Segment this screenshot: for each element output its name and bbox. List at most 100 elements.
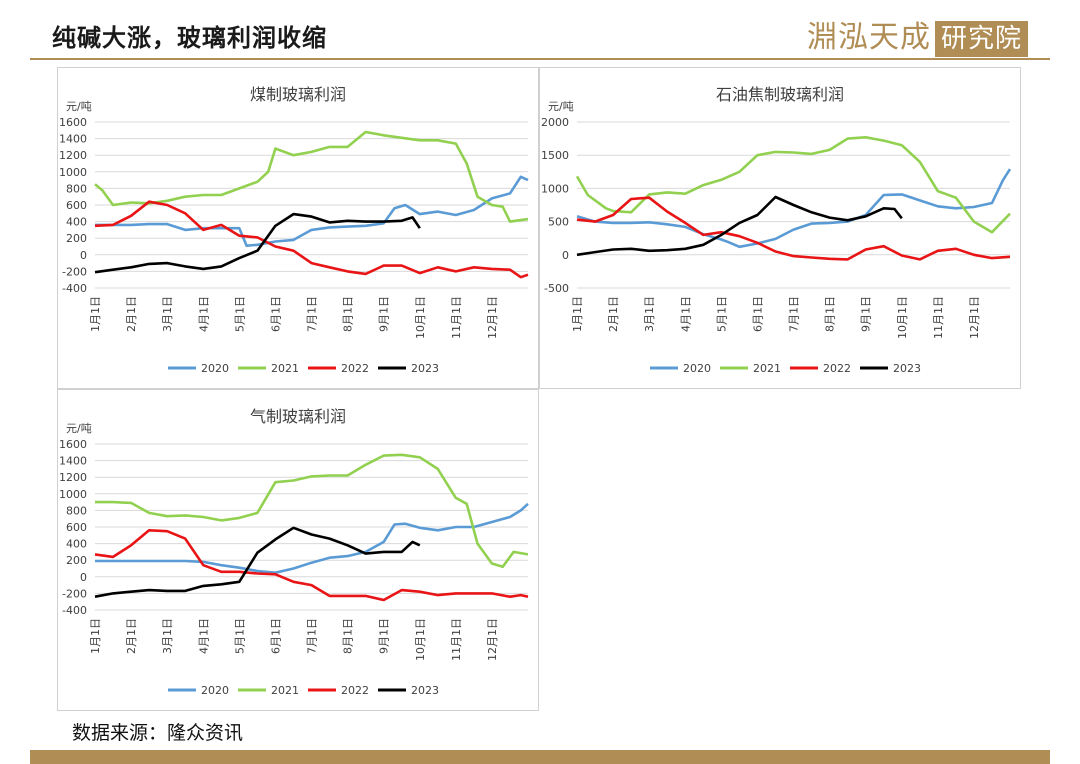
series-line-2023 xyxy=(94,526,421,598)
x-tick-label: 12月1日 xyxy=(486,618,499,661)
x-tick-label: 7月1日 xyxy=(788,296,801,332)
x-tick-label: 8月1日 xyxy=(342,618,355,654)
x-tick-label: 11月1日 xyxy=(450,618,463,661)
y-tick-label: 0 xyxy=(80,571,87,584)
logo-boxed-text: 研究院 xyxy=(934,21,1028,57)
y-tick-label: 2000 xyxy=(541,116,569,129)
x-tick-label: 3月1日 xyxy=(161,618,174,654)
x-tick-label: 8月1日 xyxy=(824,296,837,332)
series-line-2020 xyxy=(95,175,529,247)
chart-title: 气制玻璃利润 xyxy=(250,407,346,426)
y-tick-label: -400 xyxy=(62,604,87,617)
x-tick-label: 3月1日 xyxy=(161,296,174,332)
legend-label-2020: 2020 xyxy=(683,362,711,375)
data-source: 数据来源：隆众资讯 xyxy=(72,722,244,744)
x-tick-label: 5月1日 xyxy=(715,296,728,332)
y-tick-label: 0 xyxy=(562,249,569,262)
series-line-2022 xyxy=(94,529,529,602)
y-tick-label: 400 xyxy=(66,216,87,229)
chart-title: 石油焦制玻璃利润 xyxy=(716,85,844,104)
y-tick-label: 1600 xyxy=(59,116,87,129)
x-tick-label: 2月1日 xyxy=(125,296,138,332)
series-line-2022 xyxy=(576,196,1011,261)
legend-label-2023: 2023 xyxy=(411,684,439,697)
y-tick-label: 1200 xyxy=(59,471,87,484)
x-tick-label: 1月1日 xyxy=(89,618,102,654)
x-tick-label: 7月1日 xyxy=(306,618,319,654)
y-axis-unit: 元/吨 xyxy=(66,422,92,435)
y-tick-label: 500 xyxy=(548,216,569,229)
x-tick-label: 4月1日 xyxy=(679,296,692,332)
y-axis-unit: 元/吨 xyxy=(548,100,574,113)
footer-bar xyxy=(30,750,1050,764)
x-tick-label: 1月1日 xyxy=(571,296,584,332)
header-divider xyxy=(30,58,1050,60)
x-tick-label: 2月1日 xyxy=(125,618,138,654)
x-tick-label: 9月1日 xyxy=(860,296,873,332)
x-tick-label: 7月1日 xyxy=(306,296,319,332)
y-tick-label: 200 xyxy=(66,554,87,567)
legend-label-2023: 2023 xyxy=(893,362,921,375)
x-tick-label: 9月1日 xyxy=(378,618,391,654)
x-tick-label: 6月1日 xyxy=(269,296,282,332)
chart-panel-gas: 气制玻璃利润元/吨 -400 -200 0 200 400 600 800 1000 1200 14… xyxy=(57,389,539,711)
x-tick-label: 11月1日 xyxy=(932,296,945,339)
legend-label-2022: 2022 xyxy=(341,362,369,375)
x-tick-label: 9月1日 xyxy=(378,296,391,332)
y-tick-label: 1000 xyxy=(59,488,87,501)
series-line-2022 xyxy=(94,200,529,279)
x-tick-label: 6月1日 xyxy=(269,618,282,654)
x-tick-label: 11月1日 xyxy=(450,296,463,339)
series-line-2021 xyxy=(575,136,1011,234)
x-tick-label: 12月1日 xyxy=(968,296,981,339)
y-tick-label: 1000 xyxy=(59,166,87,179)
y-tick-label: 400 xyxy=(66,538,87,551)
chart-panel-coal: 煤制玻璃利润 元/吨 -400 -200 0 200 400 600 800 1000 1200 14… xyxy=(57,67,539,389)
page-title: 纯碱大涨，玻璃利润收缩 xyxy=(52,23,327,52)
y-tick-label: 1500 xyxy=(541,149,569,162)
y-tick-label: 600 xyxy=(66,521,87,534)
series-line-2023 xyxy=(94,212,421,274)
legend-label-2021: 2021 xyxy=(753,362,781,375)
chart-panel-petcoke: 石油焦制玻璃利润 元/吨 -500 0 500 1000 1500 2000 1月1日 2月1日 3… xyxy=(539,67,1021,389)
y-tick-label: -500 xyxy=(544,282,569,295)
y-tick-label: -200 xyxy=(62,265,87,278)
y-tick-label: 1600 xyxy=(59,438,87,451)
x-tick-label: 1月1日 xyxy=(89,296,102,332)
legend-label-2021: 2021 xyxy=(271,362,299,375)
logo-text: 淵泓天成 xyxy=(806,20,931,55)
x-tick-label: 4月1日 xyxy=(197,296,210,332)
x-tick-label: 10月1日 xyxy=(414,296,427,339)
y-axis-unit: 元/吨 xyxy=(66,100,92,113)
y-tick-label: 1400 xyxy=(59,133,87,146)
x-tick-label: 6月1日 xyxy=(751,296,764,332)
y-tick-label: 1000 xyxy=(541,182,569,195)
legend-label-2023: 2023 xyxy=(411,362,439,375)
x-tick-label: 5月1日 xyxy=(233,296,246,332)
y-tick-label: 800 xyxy=(66,504,87,517)
y-tick-label: 800 xyxy=(66,182,87,195)
brand-logo: 淵泓天成 研究院 xyxy=(807,12,1028,57)
series-line-2023 xyxy=(576,195,903,257)
y-tick-label: 200 xyxy=(66,232,87,245)
y-tick-label: 1400 xyxy=(59,455,87,468)
y-tick-label: -200 xyxy=(62,587,87,600)
x-tick-label: 12月1日 xyxy=(486,296,499,339)
chart-title: 煤制玻璃利润 xyxy=(250,85,346,104)
x-tick-label: 4月1日 xyxy=(197,618,210,654)
x-tick-label: 5月1日 xyxy=(233,618,246,654)
series-line-2020 xyxy=(95,502,529,574)
legend-label-2022: 2022 xyxy=(823,362,851,375)
x-tick-label: 10月1日 xyxy=(896,296,909,339)
series-line-2021 xyxy=(95,453,529,569)
y-tick-label: 0 xyxy=(80,249,87,262)
legend-label-2021: 2021 xyxy=(271,684,299,697)
x-tick-label: 8月1日 xyxy=(342,296,355,332)
x-tick-label: 10月1日 xyxy=(414,618,427,661)
y-tick-label: -400 xyxy=(62,282,87,295)
legend-label-2020: 2020 xyxy=(201,684,229,697)
series-line-2020 xyxy=(576,168,1012,249)
